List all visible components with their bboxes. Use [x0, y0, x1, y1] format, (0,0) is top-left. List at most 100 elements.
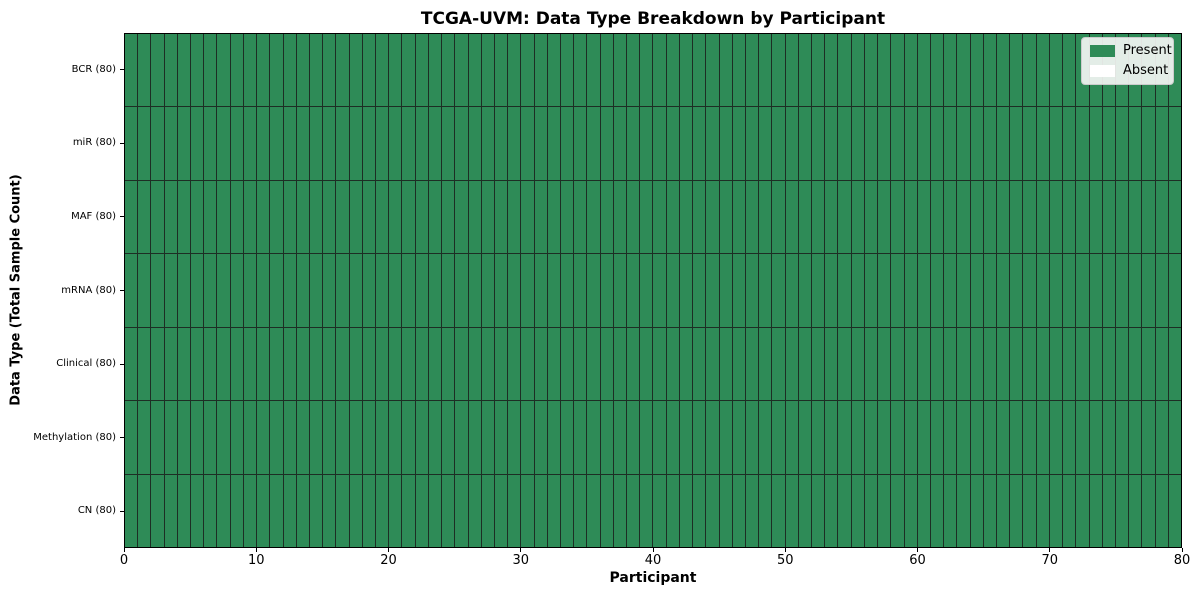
x-tick-mark: [388, 548, 389, 552]
heatmap-cell: [1049, 401, 1063, 474]
heatmap-cell: [970, 401, 983, 474]
heatmap-cell: [838, 327, 851, 401]
heatmap-cell: [481, 180, 494, 254]
heatmap-cell: [125, 254, 138, 327]
heatmap-cell: [494, 34, 508, 107]
heatmap-cell: [428, 401, 442, 474]
heatmap-cell: [1168, 254, 1181, 327]
heatmap-cell: [600, 180, 613, 254]
heatmap-cell: [349, 474, 362, 547]
heatmap-cell: [336, 180, 349, 254]
heatmap-cell: [283, 254, 296, 327]
heatmap-cell: [442, 327, 455, 401]
heatmap-cell: [798, 327, 812, 401]
heatmap-cell: [362, 474, 376, 547]
heatmap-cell: [719, 34, 732, 107]
y-tick-mark: [120, 363, 124, 365]
heatmap-cell: [191, 34, 204, 107]
heatmap-cell: [151, 401, 164, 474]
heatmap-cell: [759, 180, 772, 254]
heatmap-cell: [1115, 327, 1129, 401]
heatmap-cell: [983, 254, 997, 327]
heatmap-cell: [970, 327, 983, 401]
heatmap-cell: [243, 474, 257, 547]
heatmap-cell: [243, 254, 257, 327]
heatmap-cell: [613, 254, 627, 327]
heatmap-cell: [534, 327, 547, 401]
heatmap-cell: [257, 107, 270, 180]
heatmap-cell: [997, 474, 1010, 547]
heatmap-cell: [481, 254, 494, 327]
heatmap-cell: [666, 474, 679, 547]
heatmap-cell: [891, 254, 904, 327]
heatmap-cell: [521, 107, 534, 180]
heatmap-cell: [1036, 34, 1049, 107]
heatmap-cell: [508, 34, 521, 107]
heatmap-cell: [362, 254, 376, 327]
heatmap-cell: [1023, 34, 1036, 107]
legend-swatch-absent: [1090, 65, 1115, 77]
heatmap-cell: [323, 180, 336, 254]
heatmap-cell: [481, 107, 494, 180]
heatmap-cell: [640, 34, 653, 107]
heatmap-cell: [336, 254, 349, 327]
heatmap-cell: [798, 34, 812, 107]
heatmap-cell: [1010, 327, 1023, 401]
heatmap-cell: [243, 34, 257, 107]
heatmap-cell: [917, 327, 930, 401]
heatmap-cell: [679, 107, 693, 180]
heatmap-cell: [1076, 401, 1089, 474]
heatmap-cell: [706, 107, 719, 180]
heatmap-cell: [494, 107, 508, 180]
heatmap-cell: [613, 401, 627, 474]
heatmap-cell: [534, 401, 547, 474]
x-tick-label: 40: [644, 553, 662, 568]
heatmap-cell: [1168, 327, 1181, 401]
heatmap-cell: [1076, 254, 1089, 327]
heatmap-cell: [851, 254, 864, 327]
heatmap-cell: [613, 34, 627, 107]
x-tick-mark: [520, 548, 522, 552]
heatmap-cell: [257, 474, 270, 547]
heatmap-cell: [1168, 180, 1181, 254]
heatmap-cell: [389, 180, 402, 254]
heatmap-cell: [1010, 401, 1023, 474]
y-tick-label: miR (80): [72, 137, 116, 149]
heatmap-cell: [389, 474, 402, 547]
heatmap-cell: [164, 401, 177, 474]
heatmap-cell: [1142, 180, 1155, 254]
heatmap-cell: [930, 401, 944, 474]
heatmap-cell: [138, 180, 151, 254]
heatmap-cell: [600, 254, 613, 327]
heatmap-cell: [574, 474, 587, 547]
heatmap-cell: [217, 327, 230, 401]
heatmap-cell: [825, 34, 838, 107]
heatmap-cell: [653, 254, 666, 327]
heatmap-cell: [508, 254, 521, 327]
heatmap-cell: [230, 34, 243, 107]
heatmap-cell: [1089, 327, 1102, 401]
heatmap-cell: [732, 34, 745, 107]
heatmap-cell: [296, 180, 309, 254]
heatmap-cell: [600, 327, 613, 401]
heatmap-cell: [217, 474, 230, 547]
heatmap-cell: [706, 34, 719, 107]
x-tick-label: 10: [247, 553, 265, 568]
legend-label: Absent: [1123, 63, 1169, 78]
heatmap-cell: [587, 107, 600, 180]
heatmap-cell: [1076, 180, 1089, 254]
heatmap-cell: [785, 401, 798, 474]
heatmap-cell: [191, 107, 204, 180]
heatmap-cell: [785, 180, 798, 254]
heatmap-cell: [957, 180, 970, 254]
heatmap-cell: [428, 254, 442, 327]
heatmap-cell: [349, 327, 362, 401]
heatmap-cell: [798, 401, 812, 474]
heatmap-cell: [904, 180, 917, 254]
heatmap-cell: [1142, 401, 1155, 474]
heatmap-cell: [983, 107, 997, 180]
heatmap-cell: [1142, 474, 1155, 547]
heatmap-cell: [243, 180, 257, 254]
heatmap-cell: [864, 107, 878, 180]
heatmap-cell: [785, 107, 798, 180]
